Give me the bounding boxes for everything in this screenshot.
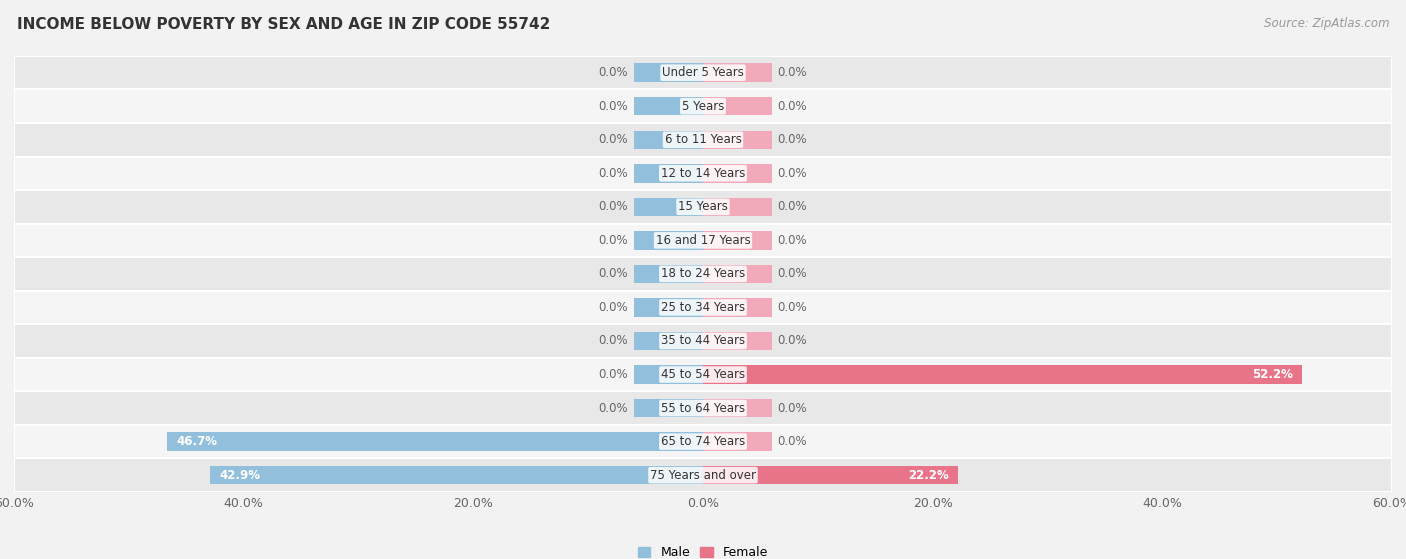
- Bar: [634, 366, 703, 383]
- Bar: [167, 433, 703, 451]
- Text: 0.0%: 0.0%: [778, 167, 807, 180]
- Bar: [14, 157, 1392, 190]
- Text: 0.0%: 0.0%: [778, 200, 807, 214]
- Text: INCOME BELOW POVERTY BY SEX AND AGE IN ZIP CODE 55742: INCOME BELOW POVERTY BY SEX AND AGE IN Z…: [17, 17, 550, 32]
- Text: 0.0%: 0.0%: [778, 435, 807, 448]
- Text: 55 to 64 Years: 55 to 64 Years: [661, 401, 745, 415]
- Text: 0.0%: 0.0%: [778, 334, 807, 348]
- Bar: [14, 324, 1392, 358]
- Text: 0.0%: 0.0%: [778, 133, 807, 146]
- Bar: [703, 366, 1302, 383]
- Text: 25 to 34 Years: 25 to 34 Years: [661, 301, 745, 314]
- Bar: [14, 257, 1392, 291]
- Bar: [634, 331, 703, 350]
- Bar: [14, 123, 1392, 157]
- Text: 0.0%: 0.0%: [599, 401, 628, 415]
- Text: 0.0%: 0.0%: [599, 100, 628, 113]
- Bar: [14, 89, 1392, 123]
- Bar: [634, 197, 703, 216]
- Text: 0.0%: 0.0%: [599, 167, 628, 180]
- Text: 0.0%: 0.0%: [599, 368, 628, 381]
- Legend: Male, Female: Male, Female: [633, 541, 773, 559]
- Text: 0.0%: 0.0%: [778, 234, 807, 247]
- Bar: [703, 466, 957, 484]
- Text: 0.0%: 0.0%: [599, 66, 628, 79]
- Bar: [634, 63, 703, 82]
- Text: Source: ZipAtlas.com: Source: ZipAtlas.com: [1264, 17, 1389, 30]
- Text: 0.0%: 0.0%: [599, 267, 628, 281]
- Bar: [634, 299, 703, 316]
- Text: 35 to 44 Years: 35 to 44 Years: [661, 334, 745, 348]
- Bar: [14, 391, 1392, 425]
- Text: Under 5 Years: Under 5 Years: [662, 66, 744, 79]
- Text: 46.7%: 46.7%: [176, 435, 217, 448]
- Text: 0.0%: 0.0%: [778, 401, 807, 415]
- Bar: [14, 425, 1392, 458]
- Text: 65 to 74 Years: 65 to 74 Years: [661, 435, 745, 448]
- Text: 0.0%: 0.0%: [778, 100, 807, 113]
- Text: 0.0%: 0.0%: [778, 66, 807, 79]
- Bar: [634, 264, 703, 283]
- Bar: [634, 399, 703, 417]
- Bar: [634, 130, 703, 149]
- Text: 0.0%: 0.0%: [599, 234, 628, 247]
- Text: 18 to 24 Years: 18 to 24 Years: [661, 267, 745, 281]
- Bar: [14, 458, 1392, 492]
- Text: 45 to 54 Years: 45 to 54 Years: [661, 368, 745, 381]
- Text: 6 to 11 Years: 6 to 11 Years: [665, 133, 741, 146]
- Text: 12 to 14 Years: 12 to 14 Years: [661, 167, 745, 180]
- Bar: [703, 231, 772, 249]
- Text: 15 Years: 15 Years: [678, 200, 728, 214]
- Text: 16 and 17 Years: 16 and 17 Years: [655, 234, 751, 247]
- Bar: [703, 433, 772, 451]
- Bar: [703, 164, 772, 182]
- Text: 0.0%: 0.0%: [599, 133, 628, 146]
- Bar: [14, 190, 1392, 224]
- Bar: [14, 291, 1392, 324]
- Bar: [703, 264, 772, 283]
- Bar: [211, 466, 703, 484]
- Text: 0.0%: 0.0%: [599, 200, 628, 214]
- Bar: [703, 331, 772, 350]
- Bar: [14, 56, 1392, 89]
- Bar: [634, 164, 703, 182]
- Bar: [14, 224, 1392, 257]
- Bar: [703, 130, 772, 149]
- Bar: [703, 63, 772, 82]
- Bar: [14, 358, 1392, 391]
- Bar: [703, 197, 772, 216]
- Bar: [703, 399, 772, 417]
- Text: 75 Years and over: 75 Years and over: [650, 468, 756, 482]
- Text: 5 Years: 5 Years: [682, 100, 724, 113]
- Text: 0.0%: 0.0%: [599, 301, 628, 314]
- Text: 52.2%: 52.2%: [1253, 368, 1294, 381]
- Bar: [634, 97, 703, 116]
- Bar: [634, 231, 703, 249]
- Text: 22.2%: 22.2%: [908, 468, 949, 482]
- Bar: [703, 97, 772, 116]
- Text: 0.0%: 0.0%: [599, 334, 628, 348]
- Text: 0.0%: 0.0%: [778, 301, 807, 314]
- Text: 0.0%: 0.0%: [778, 267, 807, 281]
- Text: 42.9%: 42.9%: [219, 468, 260, 482]
- Bar: [703, 299, 772, 316]
